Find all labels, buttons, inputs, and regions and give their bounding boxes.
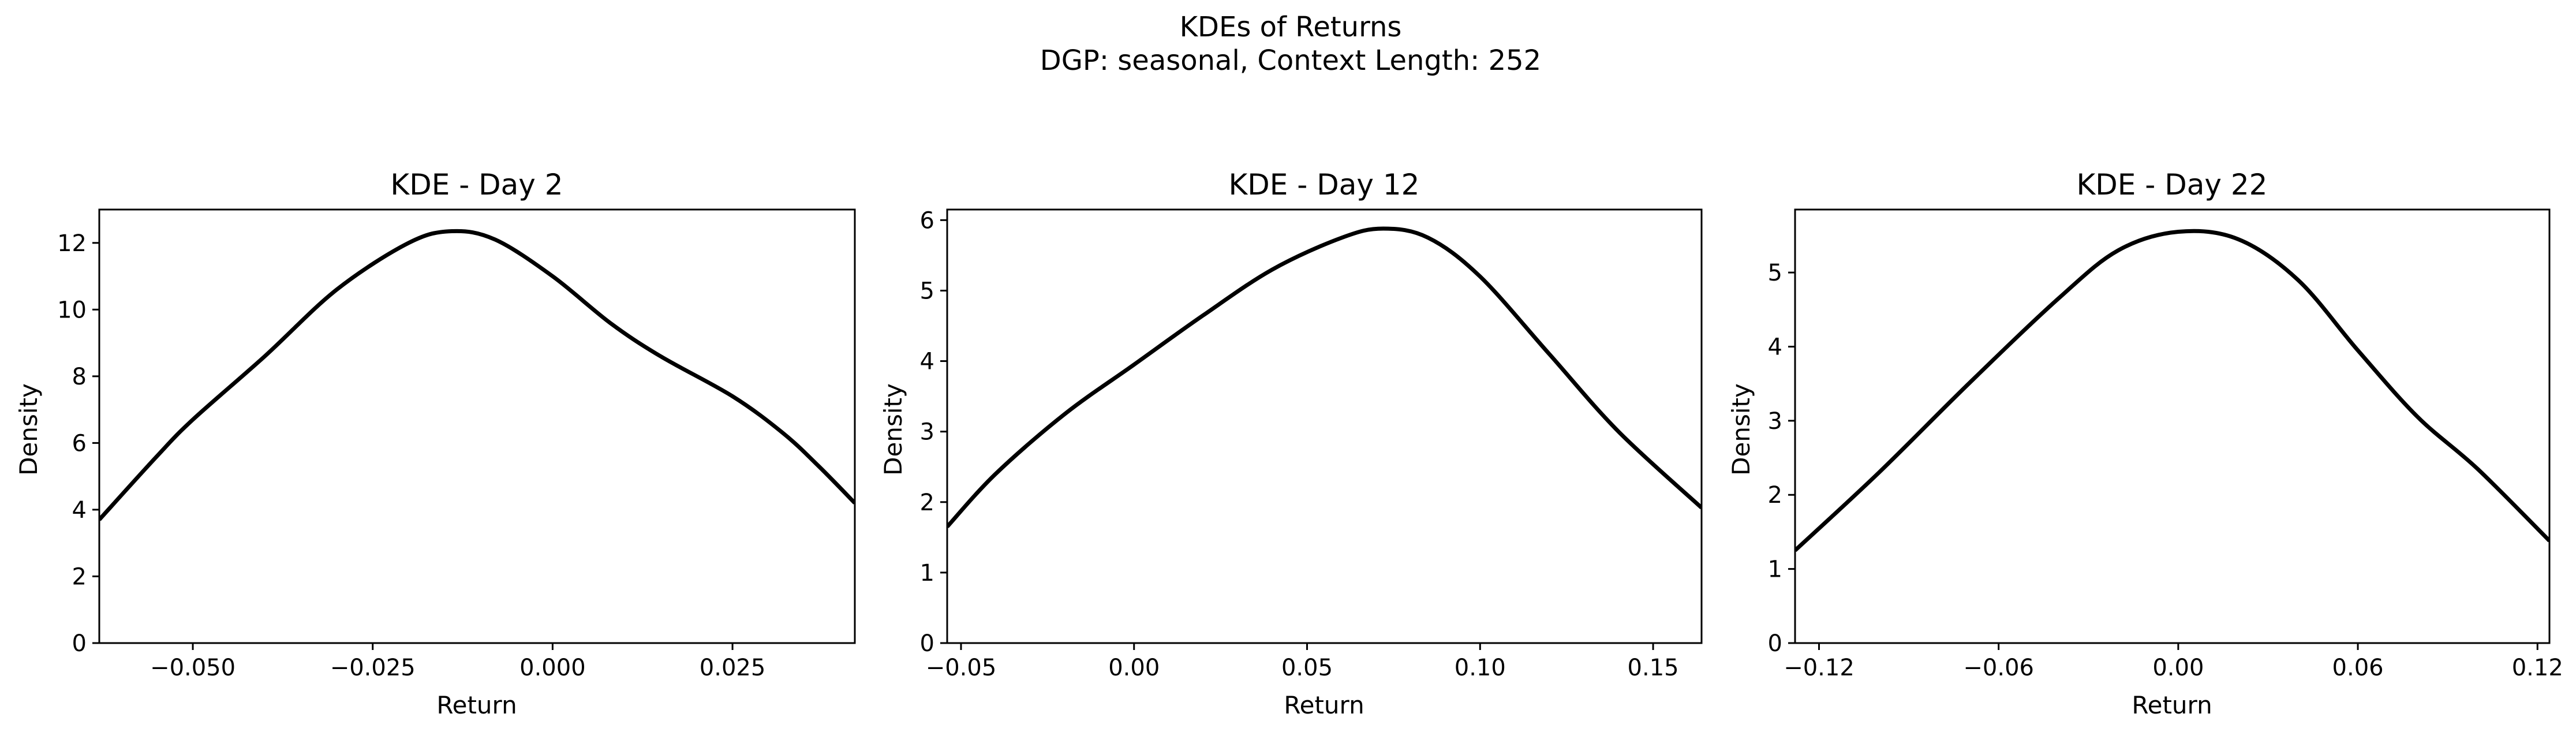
x-tick-label: −0.06 — [1963, 655, 2034, 681]
y-tick-label: 0 — [72, 630, 87, 657]
kde-day-12-panel: KDE - Day 12 Return Density −0.05 0.00 0.0… — [879, 168, 1703, 719]
y-axis-label: Density — [879, 383, 907, 476]
y-tick-label: 12 — [57, 230, 87, 257]
x-tick-label: 0.05 — [1281, 655, 1333, 681]
kde-curve — [1795, 229, 2549, 552]
y-axis-label: Density — [14, 383, 43, 476]
y-tick-label: 1 — [1768, 556, 1782, 583]
y-tick-label: 8 — [72, 364, 87, 390]
x-tick-label: −0.025 — [330, 655, 416, 681]
y-axis-label: Density — [1727, 383, 1755, 476]
kde-curve — [947, 226, 1702, 528]
x-tick-label: 0.00 — [2152, 655, 2204, 681]
axes-frame — [98, 208, 856, 644]
y-tick-label: 0 — [1768, 630, 1782, 657]
y-tick-label: 5 — [920, 278, 934, 304]
kde-day-22-panel: KDE - Day 22 Return Density −0.12 −0.06 0.… — [1727, 168, 2563, 719]
x-tick-label: −0.12 — [1784, 655, 1855, 681]
y-tick-label: 6 — [920, 207, 934, 234]
x-tick-label: 0.15 — [1628, 655, 1679, 681]
x-tick-label: 0.10 — [1455, 655, 1506, 681]
y-tick-label: 2 — [72, 563, 87, 590]
y-tick-label: 3 — [920, 419, 934, 446]
x-axis-label: Return — [436, 691, 517, 719]
y-tick-label: 10 — [57, 297, 87, 323]
x-tick-label: −0.05 — [926, 655, 997, 681]
x-axis-label: Return — [2132, 691, 2212, 719]
y-tick-label: 4 — [920, 349, 934, 375]
kde-day-2-panel: KDE - Day 2 Return Density −0.050 −0.025 0… — [14, 168, 856, 719]
y-tick-label: 0 — [920, 630, 934, 657]
y-tick-label: 1 — [920, 560, 934, 586]
x-axis-label: Return — [1284, 691, 1364, 719]
y-tick-label: 5 — [1768, 260, 1782, 286]
x-tick-label: 0.06 — [2332, 655, 2384, 681]
y-tick-label: 4 — [72, 497, 87, 524]
axes-frame — [946, 208, 1703, 644]
y-tick-label: 6 — [72, 430, 87, 457]
x-tick-label: 0.00 — [1108, 655, 1160, 681]
panel-title: KDE - Day 12 — [1229, 168, 1420, 201]
axes-frame — [1794, 208, 2551, 644]
panel-title: KDE - Day 22 — [2077, 168, 2268, 201]
y-tick-label: 2 — [920, 490, 934, 516]
x-tick-label: 0.12 — [2512, 655, 2563, 681]
x-tick-label: −0.050 — [150, 655, 235, 681]
y-tick-label: 4 — [1768, 334, 1782, 360]
x-tick-label: 0.000 — [519, 655, 586, 681]
x-tick-label: 0.025 — [700, 655, 766, 681]
kde-curve — [99, 229, 855, 521]
panel-title: KDE - Day 2 — [390, 168, 563, 201]
figure-subtitle: DGP: seasonal, Context Length: 252 — [1040, 44, 1541, 77]
y-tick-label: 3 — [1768, 408, 1782, 435]
figure-title: KDEs of Returns — [1180, 11, 1402, 43]
y-tick-label: 2 — [1768, 482, 1782, 509]
